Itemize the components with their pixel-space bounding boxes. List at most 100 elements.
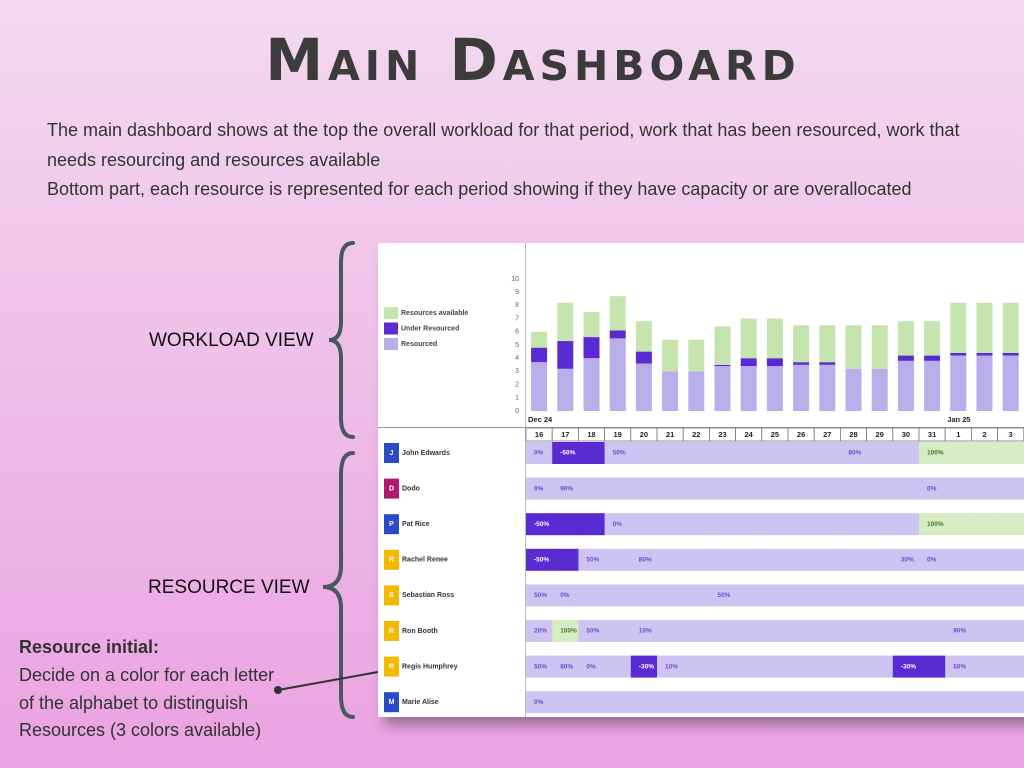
day-label: 19 — [614, 430, 622, 439]
timeline-cell — [526, 584, 553, 607]
bar-segment — [976, 355, 993, 411]
timeline-cell — [919, 548, 946, 571]
cell-label: 0% — [927, 557, 937, 564]
timeline-cell — [971, 548, 999, 571]
bar-segment — [976, 302, 993, 353]
day-label: 29 — [876, 430, 884, 439]
cell-label: 90% — [953, 628, 966, 635]
timeline-cell — [866, 477, 894, 500]
timeline-cell — [761, 477, 789, 500]
timeline-cell — [840, 513, 868, 536]
cell-label: 30% — [901, 557, 914, 564]
timeline-cell — [709, 477, 737, 500]
timeline-cell — [683, 691, 710, 714]
timeline-cell — [840, 548, 868, 571]
bar-segment — [583, 337, 600, 359]
bar-segment — [583, 312, 600, 338]
initial: R — [389, 628, 394, 635]
timeline-cell — [997, 477, 1024, 500]
timeline-cell — [945, 691, 972, 714]
timeline-cell — [657, 620, 684, 642]
timeline-cell — [971, 513, 999, 536]
timeline-cell — [945, 442, 972, 464]
initial-badge — [384, 585, 399, 606]
title: Main Dashboard — [265, 26, 800, 94]
timeline-cell — [526, 513, 553, 536]
timeline-cell — [761, 620, 789, 642]
timeline-cell — [683, 477, 710, 500]
initial-badge — [384, 621, 399, 641]
resource-name: Rachel Renee — [402, 557, 448, 564]
day-label: 17 — [561, 430, 569, 439]
timeline-cell — [552, 620, 579, 642]
bar-segment — [950, 352, 967, 356]
timeline-cell — [761, 584, 789, 607]
legend-swatch — [384, 307, 398, 319]
timeline-cell — [604, 442, 632, 464]
cell-label: 0% — [613, 521, 623, 528]
initial-badge — [384, 443, 399, 463]
cell-label: 0% — [534, 699, 544, 706]
timeline-cell — [552, 477, 579, 500]
cell-label: 0% — [927, 485, 937, 492]
timeline-cell — [788, 691, 815, 714]
day-label: 1 — [956, 430, 960, 439]
bar-segment — [950, 355, 967, 411]
timeline-cell — [892, 477, 920, 500]
timeline-cell — [788, 584, 815, 607]
timeline-cell — [814, 513, 841, 536]
timeline-cell — [814, 584, 841, 607]
timeline-cell — [892, 620, 920, 642]
timeline-cell — [657, 442, 684, 464]
cell-label: 100% — [927, 450, 944, 457]
timeline-cell — [788, 548, 815, 571]
timeline-cell — [630, 442, 658, 464]
day-label: 25 — [771, 430, 779, 439]
timeline-cell — [945, 655, 972, 678]
brace — [328, 241, 355, 439]
day-label: 3 — [1009, 430, 1013, 439]
timeline-cell — [788, 620, 815, 642]
cell-label: 90% — [560, 485, 573, 492]
brace — [322, 451, 355, 719]
timeline-cell — [997, 584, 1024, 607]
timeline-cell — [919, 442, 946, 464]
timeline-cell — [971, 620, 999, 642]
timeline-cell — [735, 691, 763, 714]
cell-label: -50% — [560, 450, 575, 457]
initial: D — [389, 485, 394, 492]
timeline-cell — [657, 691, 684, 714]
day-label: 24 — [745, 430, 754, 439]
timeline-cell — [526, 655, 553, 678]
bar-segment — [714, 326, 731, 365]
day-label: 27 — [823, 430, 831, 439]
timeline-cell — [604, 477, 632, 500]
cell-label: 10% — [665, 663, 678, 670]
timeline-cell — [945, 477, 972, 500]
bar-segment — [871, 325, 888, 369]
timeline-cell — [866, 620, 894, 642]
bar-segment — [1002, 352, 1019, 356]
initial: J — [390, 450, 394, 457]
timeline-cell — [735, 620, 763, 642]
timeline-cell — [630, 548, 658, 571]
cell-label: 50% — [586, 628, 599, 635]
timeline-cell — [630, 513, 658, 536]
timeline-cell — [971, 691, 999, 714]
bar-segment — [924, 321, 941, 356]
month-label: Jan 25 — [947, 415, 970, 424]
timeline-cell — [683, 655, 710, 678]
day-label: 16 — [535, 430, 543, 439]
initial: S — [389, 592, 394, 599]
timeline-cell — [604, 620, 632, 642]
timeline-cell — [735, 442, 763, 464]
timeline-cell — [578, 548, 606, 571]
timeline-cell — [788, 477, 815, 500]
resource-name: Pat Rice — [402, 521, 430, 528]
timeline-cell — [971, 442, 999, 464]
bar-segment — [740, 318, 757, 359]
bar-segment — [793, 325, 810, 363]
bar-segment — [819, 325, 836, 363]
bar-segment — [793, 364, 810, 411]
day-label: 20 — [640, 430, 648, 439]
